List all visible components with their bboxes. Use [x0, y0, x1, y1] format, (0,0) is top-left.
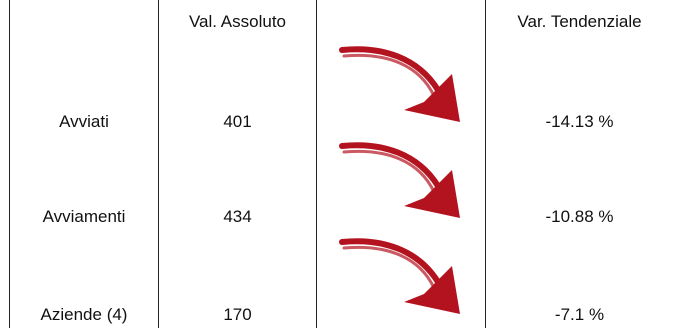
column-divider-3: [316, 0, 317, 328]
row-label: Avviamenti: [42, 207, 126, 226]
row-trend: -10.88 %: [545, 207, 614, 226]
header-absolute-value: Val. Assoluto: [188, 12, 287, 31]
row-label: Avviati: [59, 112, 109, 131]
down-arrow-icon: [338, 138, 466, 220]
header-trend-variation: Var. Tendenziale: [517, 12, 642, 31]
down-arrow-icon: [338, 42, 466, 124]
row-trend: -7.1 %: [554, 305, 605, 324]
down-arrow-icon: [338, 234, 466, 316]
column-divider-4: [485, 0, 486, 328]
row-trend: -14.13 %: [545, 112, 614, 131]
column-divider-1: [9, 0, 10, 328]
column-divider-2: [158, 0, 159, 328]
row-label: Aziende (4): [40, 305, 128, 324]
row-value: 170: [223, 305, 252, 324]
row-value: 401: [223, 112, 252, 131]
row-value: 434: [223, 207, 252, 226]
